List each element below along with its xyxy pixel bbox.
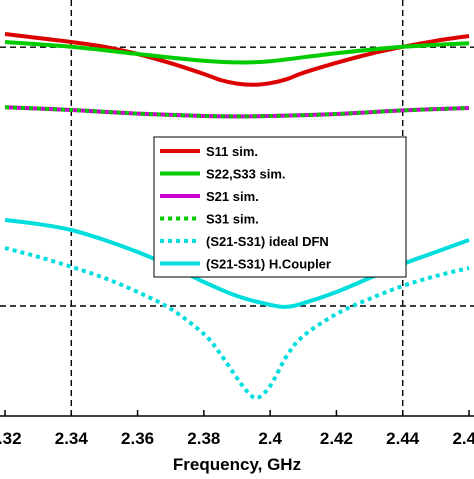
legend-label-0: S11 sim.	[206, 144, 258, 159]
x-axis-label: Frequency, GHz	[173, 455, 301, 474]
series-line-0	[4, 32, 470, 87]
x-tick-label: 2.32	[0, 429, 22, 448]
series-line-4	[4, 246, 470, 401]
legend-box	[153, 136, 407, 278]
legend-label-1: S22,S33 sim.	[206, 167, 286, 182]
x-axis: 2.32 2.34 2.36 2.38 2.4 2.42 2.44 2.46	[0, 410, 474, 448]
legend-label-2: S21 sim.	[206, 189, 259, 204]
x-tick-label: 2.42	[320, 429, 353, 448]
legend: S11 sim. S22,S33 sim. S21 sim. S31 sim. (S21…	[153, 136, 407, 278]
series-line-1	[4, 40, 470, 65]
x-tick-label: 2.36	[121, 429, 154, 448]
legend-label-5: (S21-S31) H.Coupler	[206, 257, 331, 272]
x-tick-label: 2.38	[187, 429, 220, 448]
x-tick-label: 2.34	[55, 429, 89, 448]
legend-label-4: (S21-S31) ideal DFN	[206, 234, 329, 249]
legend-label-3: S31 sim.	[206, 212, 259, 227]
series-group	[4, 32, 470, 401]
x-tick-label: 2.44	[386, 429, 420, 448]
x-tick-label: 2.4	[258, 429, 282, 448]
x-tick-label: 2.46	[452, 429, 474, 448]
series-line-3	[4, 105, 470, 119]
